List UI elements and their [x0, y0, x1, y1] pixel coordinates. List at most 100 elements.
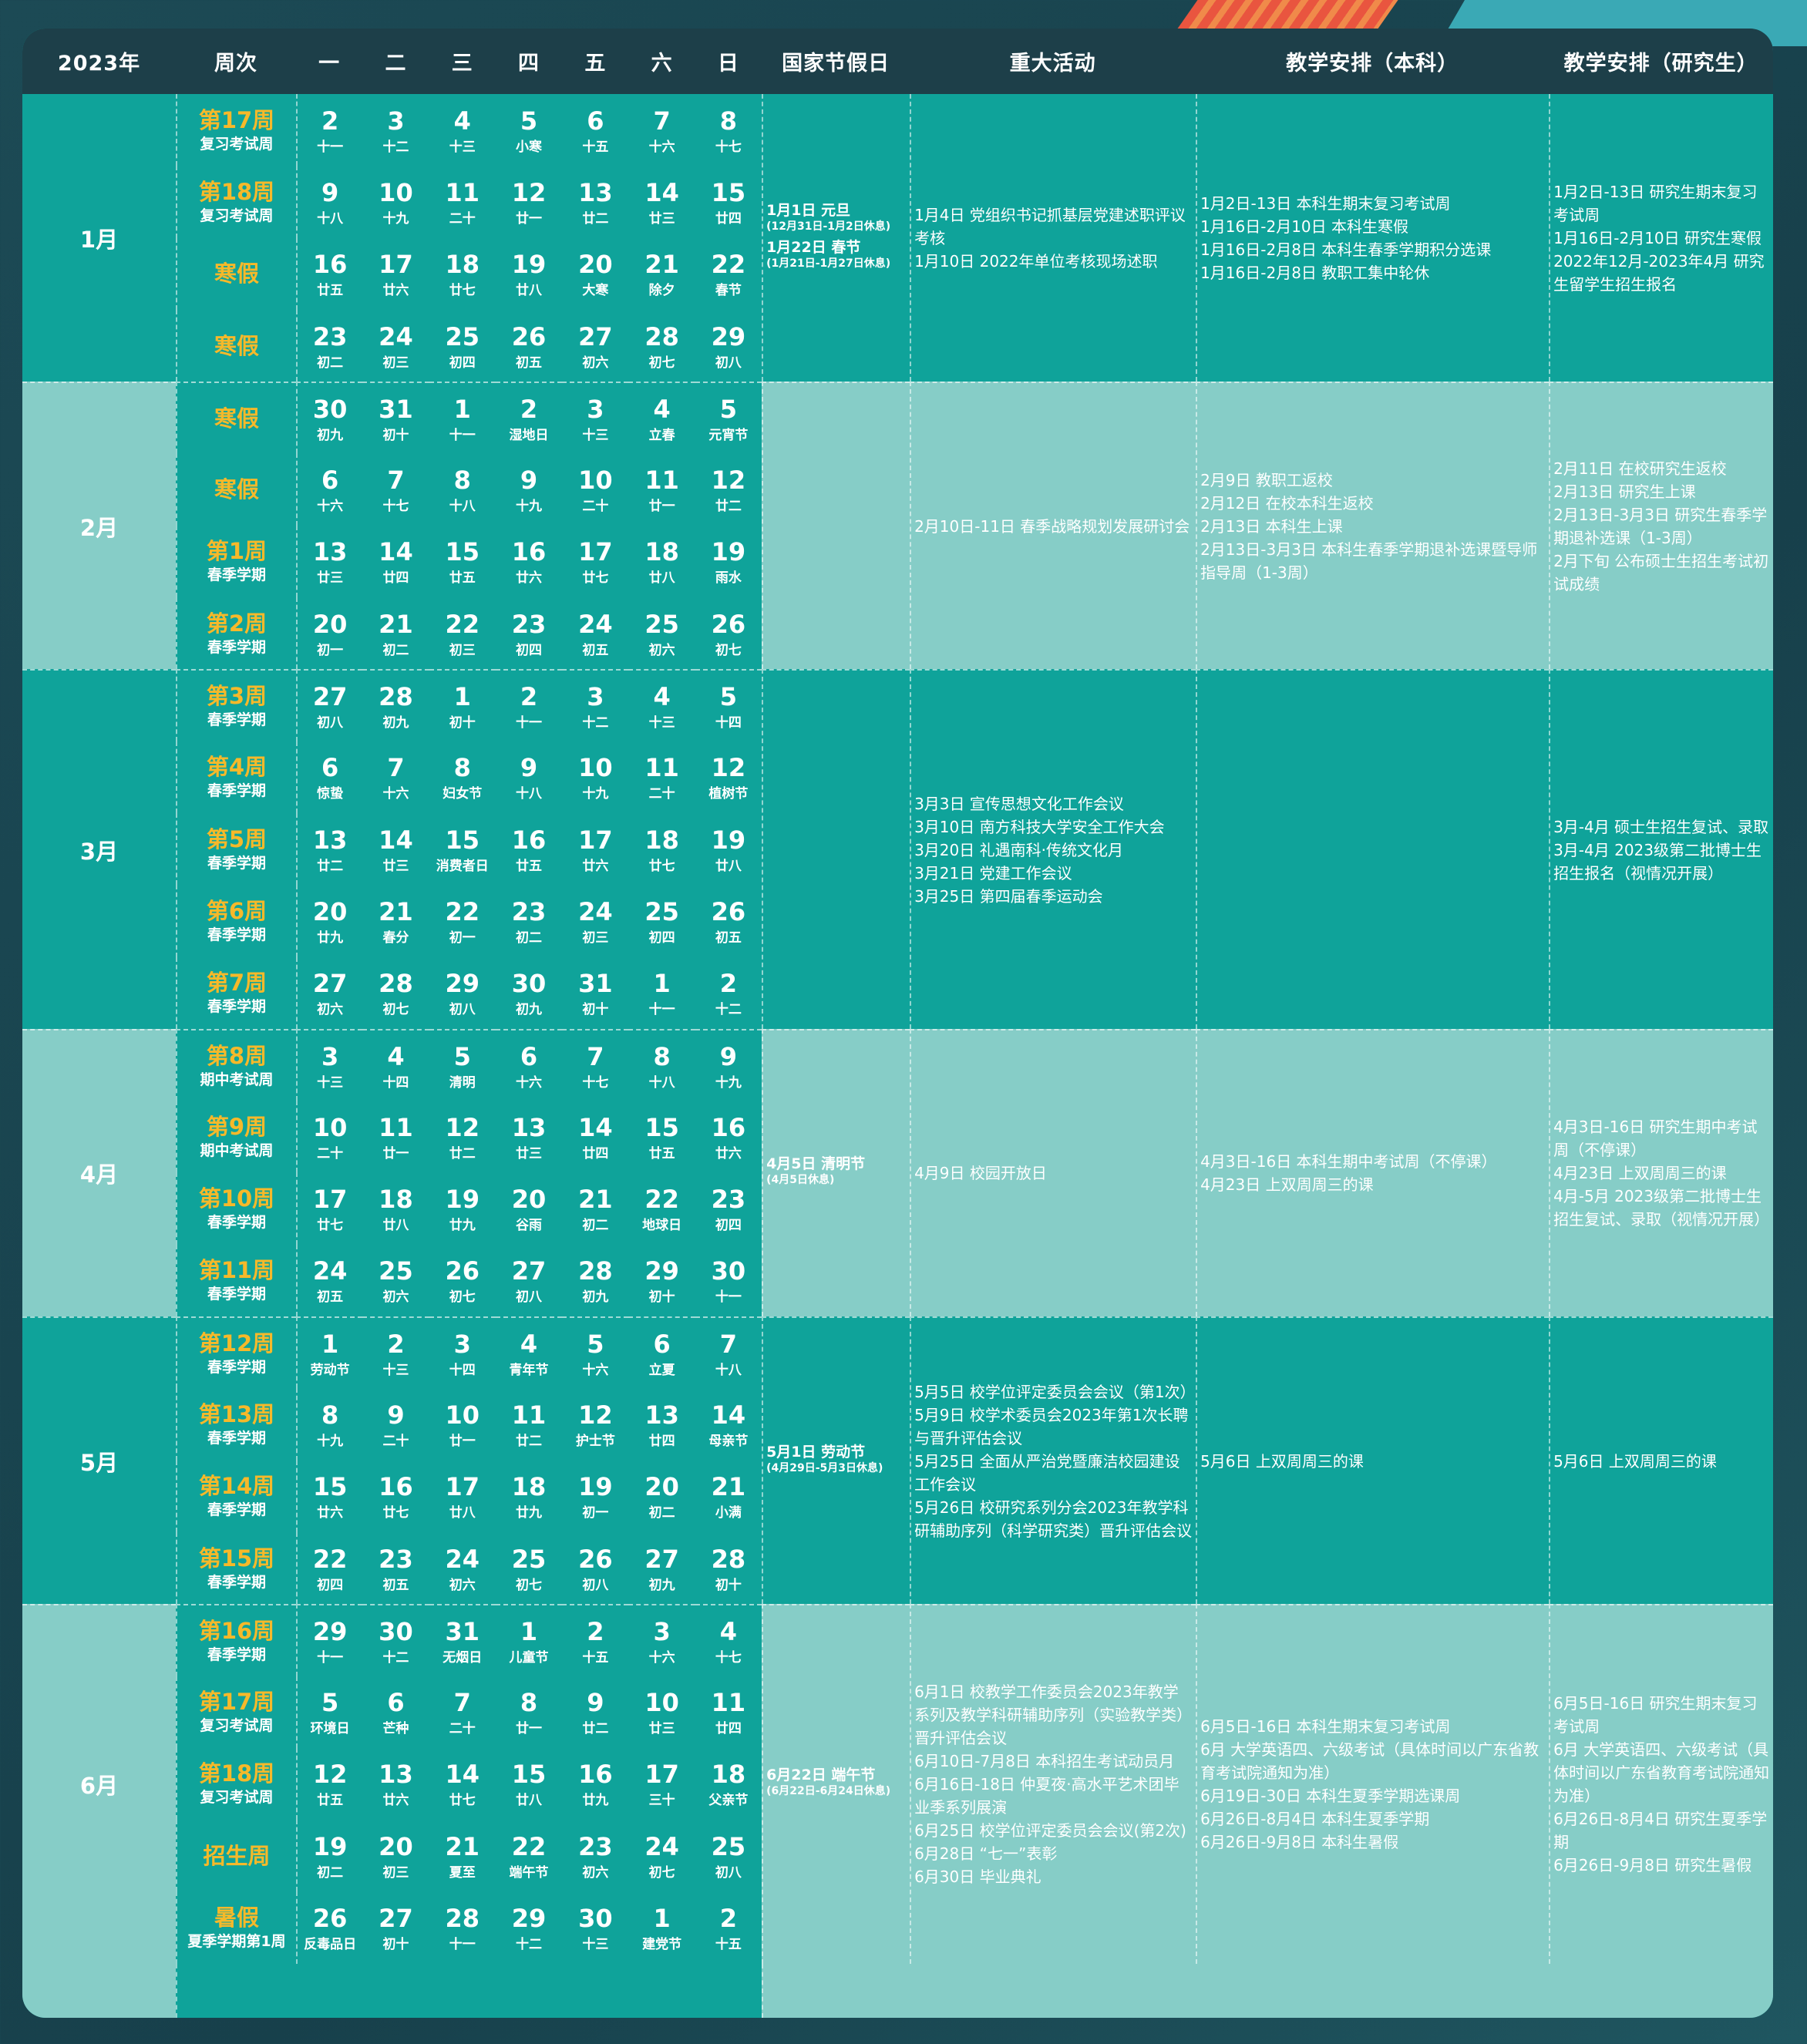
schedule-line: 6月30日 毕业典礼 [914, 1868, 1041, 1887]
day-cell: 26 初五 [495, 309, 563, 382]
header-holidays: 国家节假日 [762, 29, 910, 94]
week-label: 第18周 [198, 1760, 275, 1787]
day-cell: 27 初十 [362, 1891, 429, 1964]
day-cell: 9 十九 [695, 1028, 762, 1101]
day-cell: 1 劳动节 [296, 1316, 363, 1389]
lunar-date: 廿六 [382, 1793, 409, 1809]
day-cell: 15 廿四 [695, 166, 762, 238]
day-cell: 10 廿三 [628, 1676, 695, 1748]
week-label: 第7周 [206, 970, 268, 997]
day-cell: 8 妇女节 [429, 741, 496, 813]
day-number: 11 [511, 1400, 547, 1430]
day-number: 26 [711, 609, 746, 639]
day-number: 7 [587, 1041, 604, 1071]
lunar-date: 廿三 [648, 1721, 675, 1737]
undergrad-cell: 4月3日-16日 本科生期中考试周（不停课） 4月23日 上双周周三的课 [1196, 1028, 1550, 1317]
day-number: 28 [711, 1544, 746, 1574]
week-sublabel: 春季学期 [207, 1646, 266, 1663]
day-cell: 18 廿八 [628, 525, 695, 598]
lunar-date: 初七 [715, 642, 742, 658]
day-cell: 17 廿六 [362, 237, 429, 310]
lunar-date: 初九 [317, 427, 344, 443]
day-cell: 8 十八 [429, 453, 496, 526]
lunar-date: 三十 [648, 1793, 675, 1809]
day-number: 12 [312, 1760, 348, 1790]
day-cell: 23 初六 [562, 1820, 629, 1892]
lunar-date: 十七 [582, 1074, 609, 1091]
lunar-date: 妇女节 [442, 786, 483, 802]
week-label: 招生周 [203, 1842, 271, 1869]
day-cell: 7 十七 [562, 1028, 629, 1101]
lunar-date: 十一 [648, 1002, 675, 1018]
day-cell: 3 十三 [562, 382, 629, 454]
week-label: 第6周 [206, 897, 268, 924]
day-number: 24 [644, 1831, 679, 1861]
day-cell: 4 青年节 [495, 1316, 563, 1389]
day-cell: 16 廿五 [495, 812, 563, 886]
week-label: 寒假 [214, 476, 259, 503]
day-number: 23 [578, 1831, 613, 1861]
undergrad-cell: 2月9日 教职工返校 2月12日 在校本科生返校 2月13日 本科生上课 2月13日-… [1196, 382, 1550, 670]
week-cell: 寒假 [176, 309, 296, 382]
grad-cell: 3月-4月 硕士生招生复试、录取 3月-4月 2023级第二批博士生招生报名（视情… [1549, 669, 1773, 1029]
day-cell: 1 儿童节 [495, 1604, 563, 1676]
lunar-date: 十二 [516, 1937, 543, 1953]
lunar-date: 十一 [516, 715, 543, 731]
day-cell: 4 十四 [362, 1028, 429, 1101]
school-calendar-card: 2023年 周次一二三四五六日国家节假日 重大活动 教学安排（本科） 教学安排（研究生）… [22, 29, 1773, 2018]
lunar-date: 消费者日 [436, 858, 489, 874]
day-cell: 17 廿七 [562, 525, 629, 598]
lunar-date: 初八 [449, 1002, 476, 1018]
lunar-date: 十九 [317, 1433, 344, 1449]
lunar-date: 十六 [317, 499, 344, 515]
day-number: 7 [387, 466, 405, 496]
day-number: 10 [578, 753, 613, 783]
day-number: 1 [653, 969, 671, 999]
day-cell: 22 初四 [296, 1531, 363, 1605]
lunar-date: 初十 [449, 715, 476, 731]
day-number: 19 [312, 1831, 348, 1861]
day-number: 20 [644, 1472, 679, 1502]
day-cell: 3 十四 [429, 1316, 496, 1389]
day-number: 16 [312, 250, 348, 280]
lunar-date: 廿八 [516, 283, 543, 299]
lunar-date: 初二 [317, 355, 344, 371]
day-number: 29 [644, 1256, 679, 1286]
week-cell: 第7周 春季学期 [176, 956, 296, 1029]
day-cell: 9 廿二 [562, 1676, 629, 1748]
day-cell: 28 初十 [695, 1531, 762, 1605]
schedule-line: 5月5日 校学位评定委员会会议（第1次） [914, 1382, 1196, 1401]
day-cell: 16 廿六 [695, 1101, 762, 1173]
day-cell: 21 初二 [362, 597, 429, 670]
day-cell: 24 初五 [296, 1244, 363, 1317]
day-number: 18 [445, 250, 480, 280]
lunar-date: 初六 [382, 1289, 409, 1306]
day-number: 30 [578, 1904, 613, 1934]
lunar-date: 春分 [382, 930, 409, 946]
day-cell: 5 元宵节 [695, 382, 762, 454]
day-number: 4 [653, 682, 671, 712]
day-number: 8 [321, 1400, 339, 1430]
day-cell: 7 十六 [362, 741, 429, 813]
schedule-line: 3月25日 第四届春季运动会 [914, 886, 1103, 906]
day-number: 7 [653, 106, 671, 136]
day-cell: 13 廿二 [562, 166, 629, 238]
lunar-date: 初六 [648, 642, 675, 658]
lunar-date: 初一 [449, 930, 476, 946]
day-number: 27 [578, 321, 613, 351]
lunar-date: 初六 [449, 1577, 476, 1593]
header-wed: 三 [429, 29, 496, 94]
schedule-line: 6月5日-16日 研究生期末复习考试周 [1553, 1694, 1758, 1736]
lunar-date: 廿六 [516, 570, 543, 587]
day-cell: 16 廿九 [562, 1747, 629, 1820]
day-number: 4 [719, 1616, 738, 1646]
schedule-line: 2月13日-3月3日 研究生春季学期退补选课（1-3周） [1553, 505, 1768, 547]
day-cell: 25 初七 [495, 1531, 563, 1605]
day-cell: 24 初七 [628, 1820, 695, 1892]
day-number: 5 [719, 682, 738, 712]
day-number: 7 [453, 1688, 471, 1718]
lunar-date: 廿四 [382, 570, 409, 587]
lunar-date: 十五 [715, 1937, 742, 1953]
lunar-date: 初五 [582, 642, 609, 658]
day-number: 31 [578, 969, 613, 999]
